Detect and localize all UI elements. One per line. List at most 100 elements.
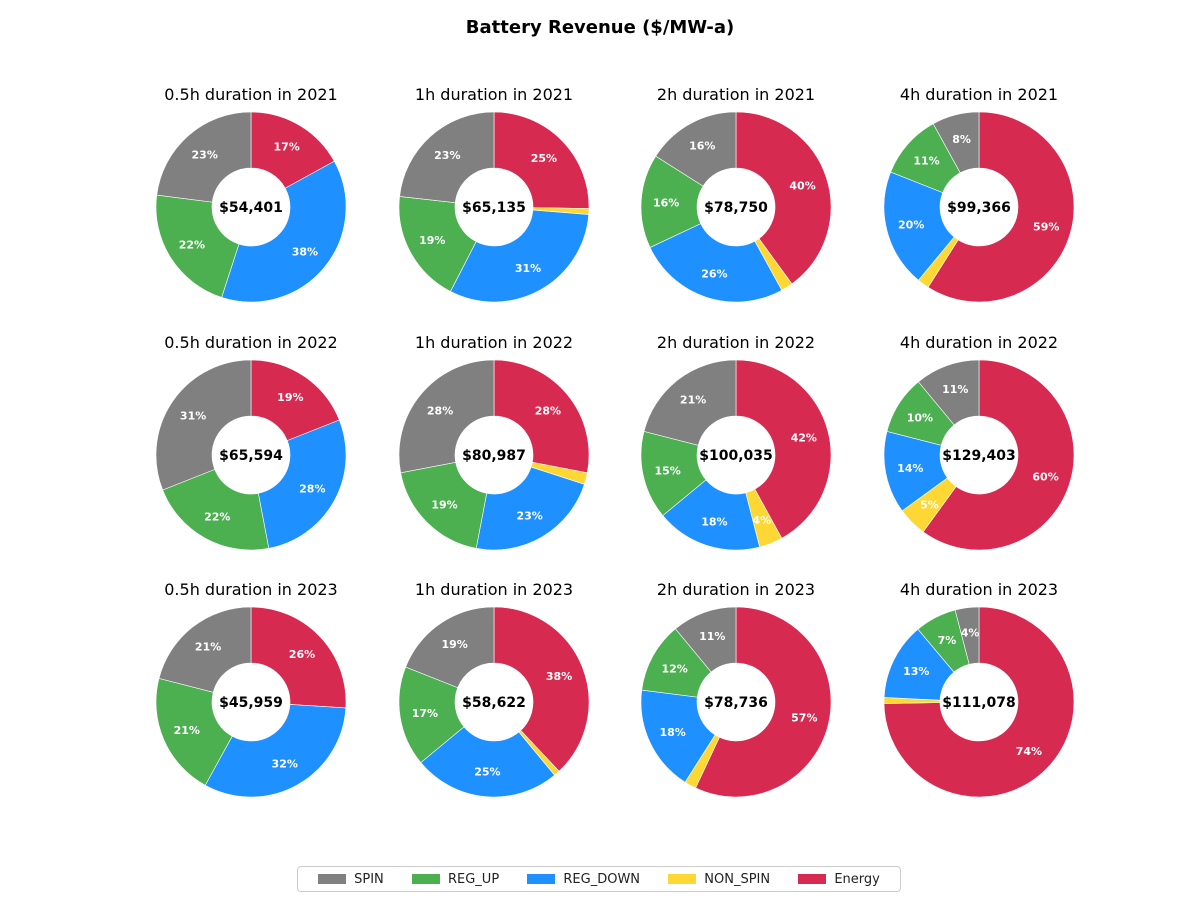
legend-label: Energy: [834, 871, 880, 887]
legend-item: Energy: [798, 872, 880, 887]
legend-item: NON_SPIN: [668, 872, 770, 887]
pie-slice-spin: [954, 606, 980, 665]
pie-slice-energy: [493, 606, 590, 772]
legend-swatch: [798, 874, 827, 884]
legend-swatch: [411, 874, 440, 884]
slice-label: 13%: [903, 665, 929, 678]
legend-item: REG_DOWN: [527, 872, 640, 887]
slice-label: 23%: [434, 149, 460, 162]
slice-label: 25%: [531, 152, 557, 165]
pie-slice-energy: [927, 111, 1075, 303]
pie-slice-spin: [405, 606, 495, 689]
pie-title: 0.5h duration in 2023: [164, 580, 337, 599]
pie-slice-reg-up: [155, 678, 233, 786]
legend-label: REG_UP: [447, 871, 500, 887]
slice-label: 74%: [1016, 745, 1042, 758]
pie-slice-energy: [735, 359, 832, 539]
pie-title: 1h duration in 2021: [415, 85, 573, 104]
pie-slice-reg-down: [450, 209, 590, 303]
slice-label: 18%: [659, 726, 685, 739]
slice-label: 15%: [655, 464, 681, 477]
slice-label: 38%: [546, 670, 572, 683]
slice-label: 19%: [441, 638, 467, 651]
pie-slice-reg-down: [204, 704, 347, 798]
slice-label: 7%: [938, 634, 957, 647]
pie-title: 1h duration in 2023: [415, 580, 573, 599]
pie-center-label: $111,078: [942, 695, 1016, 711]
pie-slice-energy: [493, 359, 590, 474]
pie-slice-spin: [155, 359, 252, 491]
slice-label: 42%: [791, 432, 817, 445]
pie-chart: 4h duration in 2023 74% 13% 7% 4% $111,078: [883, 580, 1075, 798]
slice-label: 4%: [961, 627, 980, 640]
pie-slice-energy: [695, 606, 832, 798]
slice-label: 12%: [661, 662, 687, 675]
slice-label: 11%: [942, 383, 968, 396]
pie-slice-energy: [250, 606, 347, 709]
pie-grid: 0.5h duration in 2021 17% 38% 22% 23% $54,401…: [155, 85, 1075, 798]
slice-label: 25%: [474, 766, 500, 779]
slice-label: 19%: [419, 234, 445, 247]
pie-center-label: $58,622: [462, 695, 526, 711]
slice-label: 8%: [952, 133, 971, 146]
slice-label: 16%: [689, 140, 715, 153]
pie-slice-spin: [156, 111, 252, 203]
slice-label: 10%: [907, 411, 933, 424]
slice-label: 14%: [897, 462, 923, 475]
pie-title: 1h duration in 2022: [415, 333, 573, 352]
legend-label: REG_DOWN: [563, 871, 641, 887]
slice-label: 4%: [752, 514, 771, 527]
pie-slice-spin: [158, 606, 252, 693]
pie-slice-reg-up: [398, 196, 477, 292]
pie-title: 0.5h duration in 2022: [164, 333, 337, 352]
legend: SPIN REG_UP REG_DOWN NON_SPIN Energy: [297, 866, 901, 892]
slice-label: 21%: [174, 724, 200, 737]
slice-label: 59%: [1033, 221, 1059, 234]
pie-chart: 4h duration in 2022 60% 5% 14% 10% 11% $129,40…: [883, 333, 1075, 551]
pie-title: 4h duration in 2023: [900, 580, 1058, 599]
pie-title: 2h duration in 2022: [657, 333, 815, 352]
pie-slice-reg-up: [155, 194, 240, 298]
slice-label: 28%: [299, 483, 325, 496]
pie-chart: 0.5h duration in 2022 19% 28% 22% 31% $65,594: [155, 333, 347, 551]
legend-item: SPIN: [318, 872, 384, 887]
slice-label: 21%: [195, 641, 221, 654]
legend-label: SPIN: [354, 871, 384, 887]
slice-label: 23%: [192, 148, 218, 161]
slice-label: 26%: [701, 268, 727, 281]
pie-title: 2h duration in 2021: [657, 85, 815, 104]
pie-slice-spin: [655, 111, 737, 187]
pie-slice-energy: [883, 606, 1075, 798]
slice-label: 22%: [179, 239, 205, 252]
pie-center-label: $45,959: [219, 695, 283, 711]
pie-chart: 2h duration in 2021 40% 26% 16% 16% $78,750: [640, 85, 832, 303]
pie-center-label: $54,401: [219, 200, 283, 216]
pie-title: 2h duration in 2023: [657, 580, 815, 599]
slice-label: 28%: [535, 404, 561, 417]
pie-slice-spin: [398, 359, 495, 474]
slice-label: 28%: [427, 404, 453, 417]
pie-slice-reg-down: [649, 223, 783, 303]
slice-label: 21%: [680, 394, 706, 407]
slice-label: 16%: [653, 197, 679, 210]
slice-label: 26%: [289, 648, 315, 661]
legend-swatch: [668, 874, 697, 884]
slice-label: 19%: [431, 498, 457, 511]
pie-chart: 1h duration in 2022 28% 23% 19% 28% $80,987: [398, 333, 590, 551]
pie-slice-energy: [735, 111, 832, 285]
slice-label: 31%: [180, 410, 206, 423]
pie-title: 4h duration in 2022: [900, 333, 1058, 352]
pie-center-label: $80,987: [462, 448, 526, 464]
legend-label: NON_SPIN: [704, 871, 771, 887]
chart-title: Battery Revenue ($/MW-a): [466, 17, 734, 38]
slice-label: 22%: [204, 510, 230, 523]
pie-center-label: $65,594: [219, 448, 283, 464]
slice-label: 19%: [277, 391, 303, 404]
slice-label: 11%: [913, 155, 939, 168]
pie-slice-reg-down: [221, 160, 347, 303]
pie-slice-spin: [918, 359, 980, 426]
pie-chart: 2h duration in 2022 42% 4% 18% 15% 21% $100,03…: [640, 333, 832, 551]
pie-center-label: $65,135: [462, 200, 526, 216]
slice-label: 18%: [701, 516, 727, 529]
